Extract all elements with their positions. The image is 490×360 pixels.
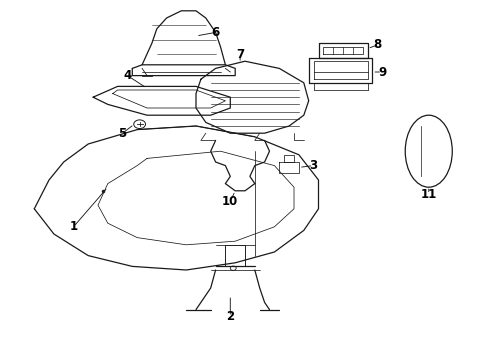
Text: 4: 4 [123, 69, 131, 82]
Text: 11: 11 [420, 188, 437, 201]
Text: 1: 1 [70, 220, 77, 233]
Text: 7: 7 [236, 48, 244, 60]
Text: 9: 9 [378, 66, 386, 78]
Text: 2: 2 [226, 310, 234, 323]
Text: 8: 8 [373, 39, 381, 51]
Text: 5: 5 [119, 127, 126, 140]
Text: 10: 10 [222, 195, 239, 208]
Text: 3: 3 [310, 159, 318, 172]
Text: 6: 6 [212, 26, 220, 39]
